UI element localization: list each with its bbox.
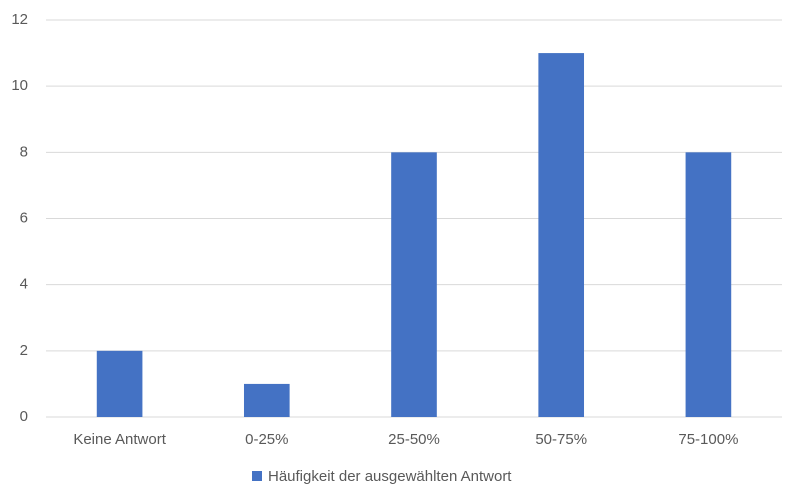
x-tick-label: Keine Antwort (73, 431, 166, 448)
x-tick-label: 50-75% (535, 431, 587, 448)
x-tick-label: 75-100% (678, 431, 738, 448)
y-tick-label: 6 (20, 209, 28, 226)
y-tick-label: 8 (20, 143, 28, 160)
y-tick-label: 0 (20, 408, 28, 425)
y-tick-label: 10 (11, 77, 28, 94)
bar (391, 152, 437, 418)
y-tick-label: 2 (20, 342, 28, 359)
bar (538, 53, 585, 417)
bar (243, 383, 290, 417)
bar (96, 350, 143, 417)
x-tick-label: 25-50% (388, 431, 440, 448)
x-tick-label: 0-25% (245, 431, 288, 448)
legend-label: Häufigkeit der ausgewählten Antwort (268, 468, 512, 485)
y-tick-label: 12 (11, 11, 28, 28)
y-tick-label: 4 (20, 276, 28, 293)
legend-swatch (252, 471, 262, 481)
bar (685, 152, 732, 418)
